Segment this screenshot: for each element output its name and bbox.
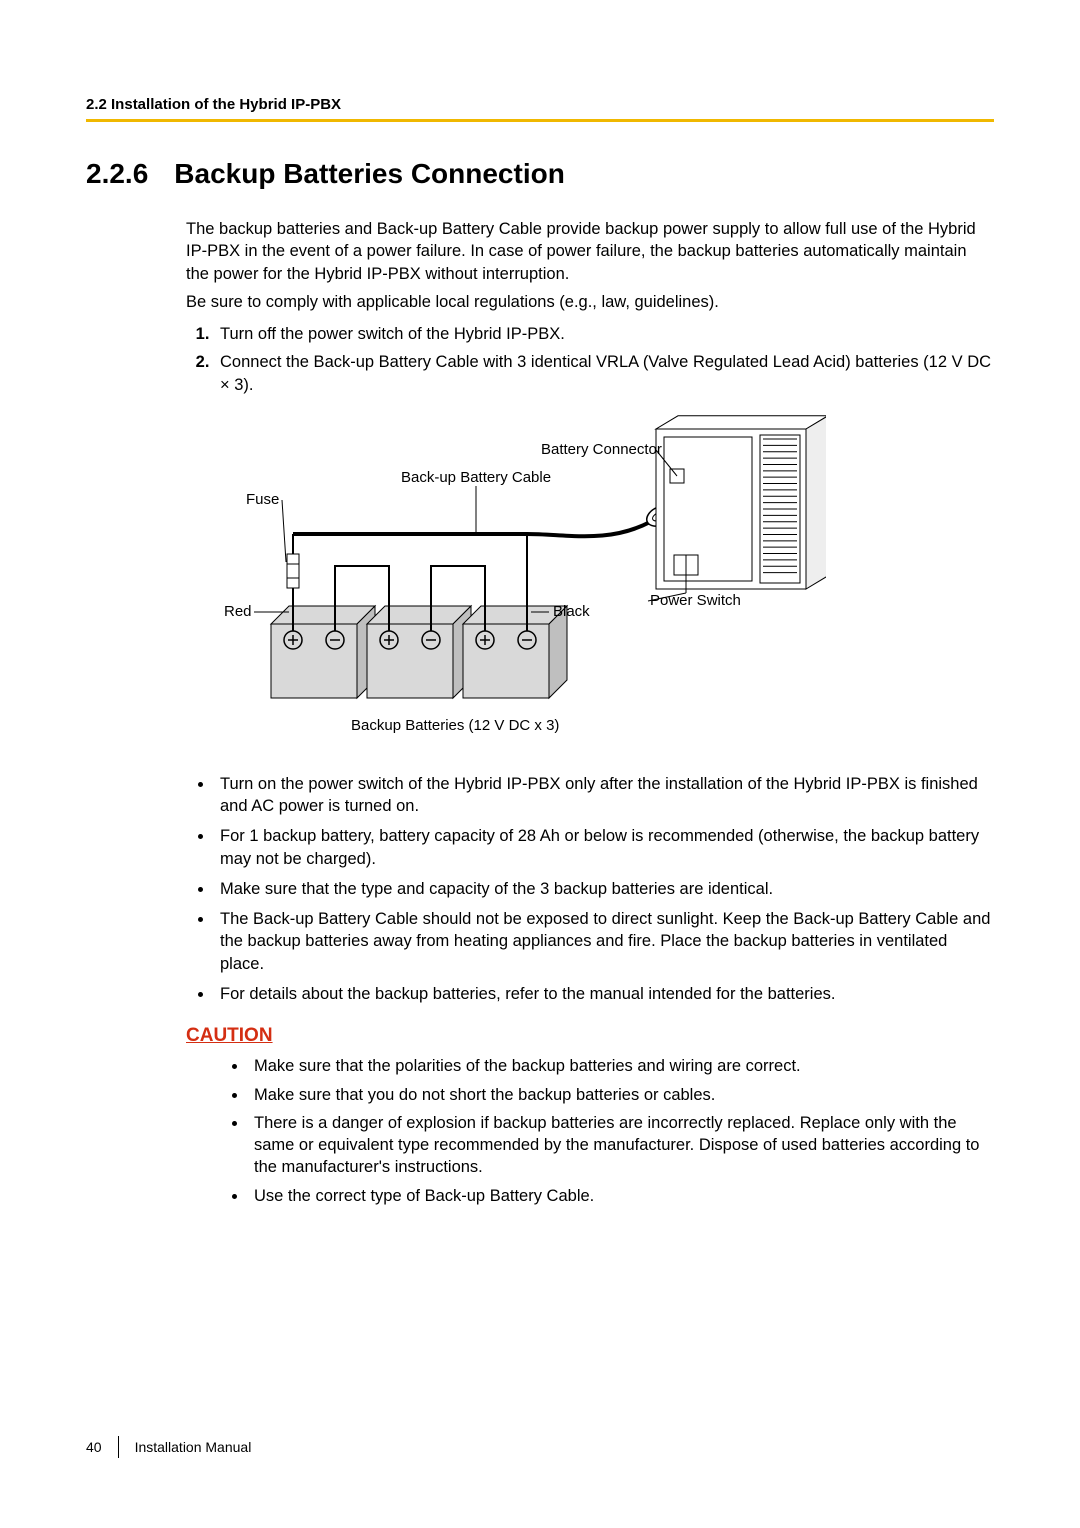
notes-list: Turn on the power switch of the Hybrid I… (186, 773, 994, 1005)
label-fuse: Fuse (246, 491, 279, 508)
label-red: Red (224, 603, 252, 620)
step-item: Connect the Back-up Battery Cable with 3… (214, 351, 994, 396)
diagram-caption: Backup Batteries (12 V DC x 3) (351, 717, 559, 734)
caution-item: Make sure that the polarities of the bac… (248, 1055, 994, 1077)
label-black: Black (553, 603, 590, 620)
label-backup-cable: Back-up Battery Cable (401, 469, 551, 486)
note-item: Make sure that the type and capacity of … (214, 878, 994, 900)
step-item: Turn off the power switch of the Hybrid … (214, 323, 994, 345)
footer-separator (118, 1436, 119, 1458)
caution-list: Make sure that the polarities of the bac… (220, 1055, 994, 1207)
running-header: 2.2 Installation of the Hybrid IP-PBX (86, 96, 994, 119)
section-title: Backup Batteries Connection (174, 158, 565, 190)
page-footer: 40 Installation Manual (86, 1436, 251, 1458)
intro-paragraph: The backup batteries and Back-up Battery… (186, 218, 994, 285)
note-item: For 1 backup battery, battery capacity o… (214, 825, 994, 870)
intro-block: The backup batteries and Back-up Battery… (186, 218, 994, 313)
steps-list: Turn off the power switch of the Hybrid … (186, 323, 994, 396)
page-number: 40 (86, 1439, 102, 1455)
doc-title: Installation Manual (135, 1439, 252, 1455)
label-power-switch: Power Switch (650, 592, 741, 609)
caution-item: Use the correct type of Back-up Battery … (248, 1185, 994, 1207)
label-battery-connector: Battery Connector (541, 441, 662, 458)
header-rule (86, 119, 994, 122)
caution-item: Make sure that you do not short the back… (248, 1084, 994, 1106)
note-item: Turn on the power switch of the Hybrid I… (214, 773, 994, 818)
note-item: The Back-up Battery Cable should not be … (214, 908, 994, 975)
note-item: For details about the backup batteries, … (214, 983, 994, 1005)
diagram-svg: Battery Connector Back-up Battery Cable Fu… (186, 414, 826, 744)
caution-item: There is a danger of explosion if backup… (248, 1112, 994, 1179)
section-number: 2.2.6 (86, 158, 148, 190)
battery-diagram: Battery Connector Back-up Battery Cable Fu… (186, 414, 994, 749)
section-heading: 2.2.6 Backup Batteries Connection (86, 158, 994, 190)
caution-heading: CAUTION (186, 1025, 994, 1047)
intro-paragraph: Be sure to comply with applicable local … (186, 291, 994, 313)
